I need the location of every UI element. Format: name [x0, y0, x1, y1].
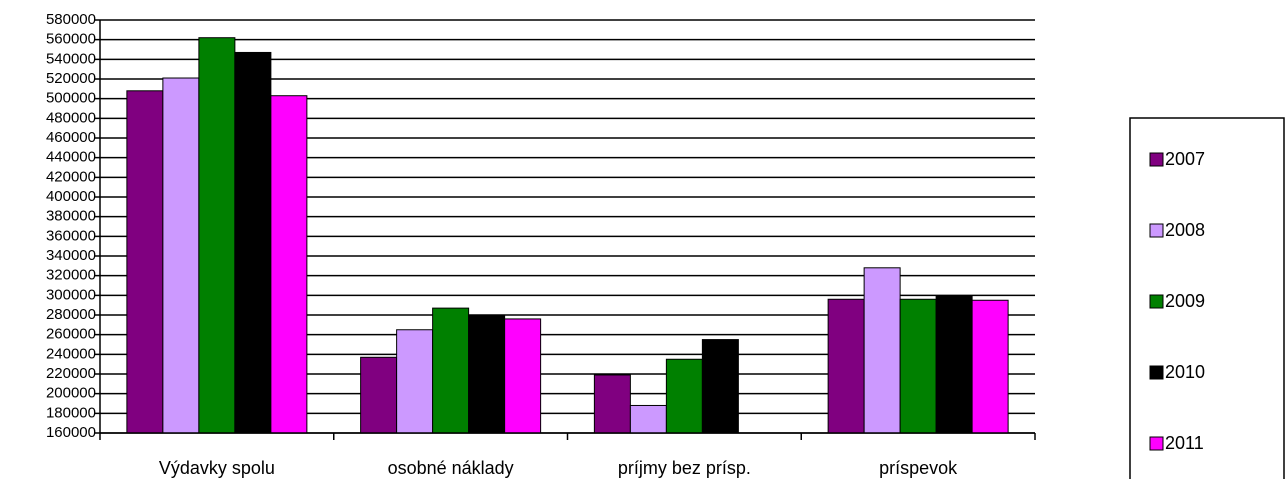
bar — [935, 295, 973, 434]
y-tick-label: 220000 — [46, 365, 96, 382]
y-tick-label: 380000 — [46, 208, 96, 225]
x-tick-label: osobné náklady — [388, 458, 514, 478]
y-tick-label: 440000 — [46, 149, 96, 166]
bar — [234, 51, 272, 434]
bar — [162, 77, 200, 434]
bar — [126, 90, 164, 434]
bar — [701, 339, 739, 434]
bar — [504, 318, 542, 434]
bar — [629, 404, 667, 434]
legend-label: 2011 — [1165, 433, 1204, 453]
legend-swatch — [1149, 365, 1164, 380]
bar — [863, 267, 901, 434]
y-tick-label: 540000 — [46, 50, 96, 67]
bar — [827, 298, 865, 434]
y-tick-label: 240000 — [46, 345, 96, 362]
legend-label: 2009 — [1165, 291, 1205, 311]
bar — [396, 329, 434, 434]
y-tick-label: 180000 — [46, 404, 96, 421]
y-tick-label: 500000 — [46, 90, 96, 107]
y-tick-label: 560000 — [46, 31, 96, 48]
y-tick-label: 420000 — [46, 168, 96, 185]
y-tick-label: 320000 — [46, 267, 96, 284]
y-tick-label: 280000 — [46, 306, 96, 323]
bar — [665, 358, 703, 434]
bar — [971, 299, 1009, 434]
legend-label: 2010 — [1165, 362, 1205, 382]
x-tick-label: príspevok — [879, 458, 958, 478]
bar — [593, 374, 631, 434]
bar — [432, 307, 470, 434]
legend-swatch — [1149, 223, 1164, 238]
y-tick-label: 300000 — [46, 286, 96, 303]
y-tick-label: 400000 — [46, 188, 96, 205]
legend-swatch — [1149, 152, 1164, 167]
y-tick-label: 200000 — [46, 385, 96, 402]
legend-swatch — [1149, 436, 1164, 451]
y-tick-label: 580000 — [46, 11, 96, 28]
bar — [899, 298, 937, 434]
legend-label: 2008 — [1165, 220, 1205, 240]
bar — [468, 314, 506, 434]
y-tick-label: 360000 — [46, 227, 96, 244]
bar — [360, 356, 398, 434]
legend-swatch — [1149, 294, 1164, 309]
legend-label: 2007 — [1165, 149, 1205, 169]
y-tick-label: 480000 — [46, 109, 96, 126]
y-tick-label: 460000 — [46, 129, 96, 146]
bar — [198, 37, 236, 434]
bar — [270, 95, 308, 434]
y-tick-label: 260000 — [46, 326, 96, 343]
y-tick-label: 340000 — [46, 247, 96, 264]
x-tick-label: Výdavky spolu — [159, 458, 275, 478]
y-tick-label: 160000 — [46, 424, 96, 441]
y-tick-label: 520000 — [46, 70, 96, 87]
x-tick-label: príjmy bez prísp. — [618, 458, 751, 478]
